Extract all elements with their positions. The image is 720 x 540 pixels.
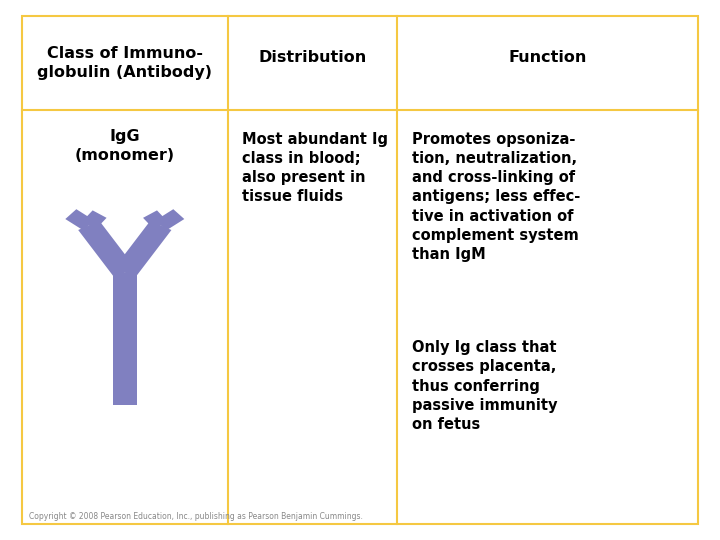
Polygon shape (143, 211, 168, 229)
Polygon shape (82, 211, 107, 229)
Text: Only Ig class that
crosses placenta,
thus conferring
passive immunity
on fetus: Only Ig class that crosses placenta, thu… (412, 340, 557, 432)
Polygon shape (112, 273, 137, 405)
Text: Promotes opsoniza-
tion, neutralization,
and cross-linking of
antigens; less eff: Promotes opsoniza- tion, neutralization,… (412, 132, 580, 262)
Text: Distribution: Distribution (258, 50, 366, 65)
Polygon shape (156, 209, 184, 231)
Text: Class of Immuno-
globulin (Antibody): Class of Immuno- globulin (Antibody) (37, 46, 212, 80)
Polygon shape (114, 221, 171, 277)
Polygon shape (66, 209, 94, 231)
Text: Copyright © 2008 Pearson Education, Inc., publishing as Pearson Benjamin Cumming: Copyright © 2008 Pearson Education, Inc.… (29, 512, 363, 521)
Text: Most abundant Ig
class in blood;
also present in
tissue fluids: Most abundant Ig class in blood; also pr… (243, 132, 388, 204)
Text: IgG
(monomer): IgG (monomer) (75, 129, 175, 163)
Polygon shape (78, 221, 135, 277)
Text: Function: Function (508, 50, 587, 65)
